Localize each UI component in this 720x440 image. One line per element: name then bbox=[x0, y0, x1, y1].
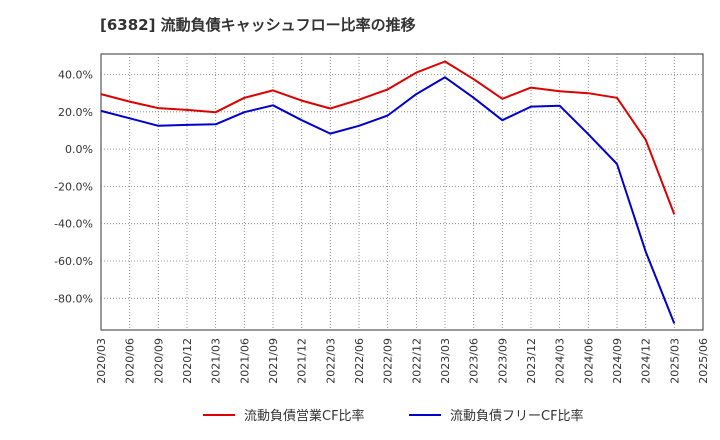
series-lines bbox=[100, 60, 676, 324]
x-tick-label: 2024/12 bbox=[640, 338, 653, 384]
x-tick-label: 2024/09 bbox=[611, 338, 624, 384]
x-tick-label: 2025/06 bbox=[697, 338, 710, 384]
y-tick-label: 0.0% bbox=[65, 143, 93, 156]
x-tick-label: 2021/03 bbox=[210, 338, 223, 384]
y-tick-label: 40.0% bbox=[58, 69, 93, 82]
y-tick-label: -80.0% bbox=[54, 292, 93, 305]
x-tick-label: 2024/06 bbox=[582, 338, 595, 384]
x-tick-label: 2023/09 bbox=[496, 338, 509, 384]
x-tick-label: 2022/03 bbox=[324, 338, 337, 384]
x-tick-label: 2020/12 bbox=[181, 338, 194, 384]
x-tick-label: 2021/06 bbox=[238, 338, 251, 384]
grid bbox=[101, 54, 703, 330]
x-tick-label: 2020/03 bbox=[95, 338, 108, 384]
y-tick-label: -60.0% bbox=[54, 255, 93, 268]
legend: 流動負債営業CF比率 流動負債フリーCF比率 bbox=[203, 408, 584, 424]
x-tick-label: 2021/09 bbox=[267, 338, 280, 384]
x-tick-label: 2022/06 bbox=[353, 338, 366, 384]
x-tick-label: 2023/12 bbox=[525, 338, 538, 384]
x-tick-label: 2020/09 bbox=[152, 338, 165, 384]
series-line-1 bbox=[100, 76, 676, 324]
x-tick-label: 2022/09 bbox=[382, 338, 395, 384]
plot-area bbox=[100, 53, 704, 331]
x-tick-label: 2022/12 bbox=[410, 338, 423, 384]
x-axis-ticks: 2020/03 2020/06 2020/09 2020/12 2021/03 2021/… bbox=[95, 338, 710, 384]
y-tick-label: -20.0% bbox=[54, 180, 93, 193]
legend-label-operating: 流動負債営業CF比率 bbox=[244, 408, 365, 424]
x-tick-label: 2025/03 bbox=[668, 338, 681, 384]
y-tick-label: 20.0% bbox=[58, 106, 93, 119]
x-tick-label: 2021/12 bbox=[296, 338, 309, 384]
y-tick-label: -40.0% bbox=[54, 218, 93, 231]
chart-title: [6382] 流動負債キャッシュフロー比率の推移 bbox=[100, 16, 416, 34]
x-tick-label: 2023/03 bbox=[439, 338, 452, 384]
x-tick-label: 2023/06 bbox=[468, 338, 481, 384]
series-line-0 bbox=[100, 60, 676, 215]
x-tick-label: 2020/06 bbox=[124, 338, 137, 384]
x-tick-label: 2024/03 bbox=[554, 338, 567, 384]
y-axis-ticks: 40.0% 20.0% 0.0% -20.0% -40.0% -60.0% -80.0% bbox=[54, 69, 93, 306]
legend-label-free: 流動負債フリーCF比率 bbox=[450, 408, 584, 424]
